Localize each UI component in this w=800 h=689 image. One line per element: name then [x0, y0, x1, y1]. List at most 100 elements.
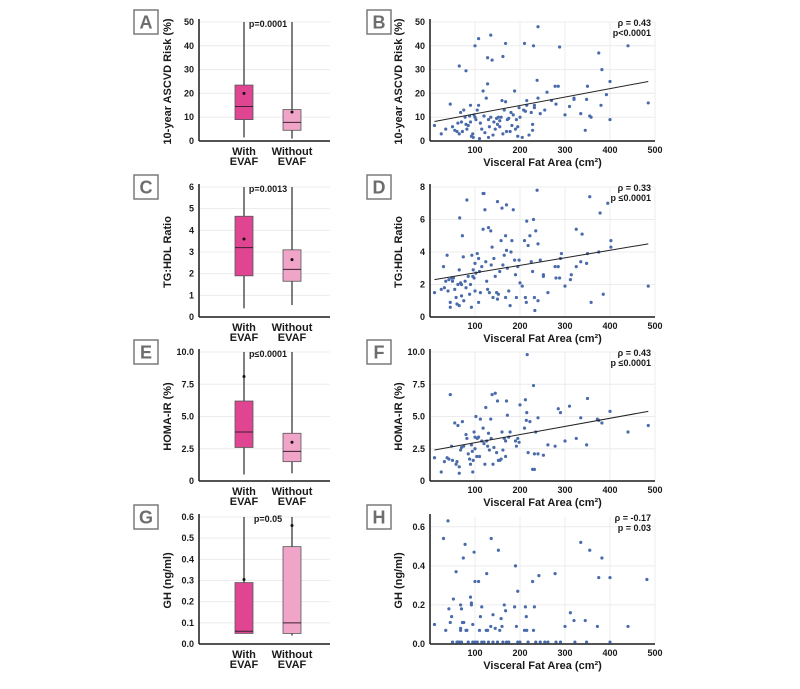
data-point: [457, 132, 461, 136]
data-point: [532, 467, 537, 471]
data-point: [531, 628, 536, 632]
x-category-label: EVAF: [230, 496, 259, 508]
panel-g: G0.00.10.20.30.40.50.6GH (ng/ml)WithEVAF…: [133, 504, 330, 671]
mean-marker: [290, 110, 294, 114]
data-point: [589, 300, 593, 304]
data-point: [554, 102, 558, 106]
data-point: [534, 640, 538, 644]
trend-line: [434, 410, 649, 451]
x-category-label: Without: [272, 486, 313, 498]
data-point: [507, 289, 511, 293]
data-point: [504, 41, 508, 46]
y-tick-label: 4: [420, 247, 425, 257]
data-point: [504, 295, 508, 300]
data-point: [583, 128, 587, 132]
data-point: [572, 96, 576, 100]
data-point: [489, 33, 493, 37]
data-point: [473, 447, 477, 451]
data-point: [608, 575, 612, 580]
data-point: [475, 454, 479, 459]
data-point: [525, 628, 529, 632]
data-point: [448, 305, 452, 309]
data-point: [532, 452, 537, 456]
data-point: [477, 256, 481, 261]
correlation-annotation: p = 0.03: [618, 523, 651, 533]
data-point: [626, 44, 630, 48]
data-point: [579, 416, 583, 420]
y-tick-label: 0: [420, 312, 425, 322]
data-point: [462, 108, 466, 112]
y-tick-label: 0.2: [412, 600, 425, 610]
data-point: [471, 135, 475, 140]
p-value-annotation: p=0.0013: [249, 184, 287, 194]
data-point: [509, 110, 513, 115]
data-point: [545, 90, 549, 94]
data-point: [535, 188, 539, 192]
data-point: [471, 132, 475, 136]
data-point: [516, 436, 520, 441]
data-point: [568, 278, 573, 282]
data-point: [518, 403, 522, 407]
data-point: [441, 265, 446, 269]
data-point: [583, 618, 587, 623]
data-point: [608, 640, 612, 644]
data-point: [513, 439, 518, 443]
data-point: [501, 263, 505, 267]
data-point: [538, 640, 542, 644]
trend-line: [434, 243, 649, 281]
data-point: [526, 243, 530, 248]
data-point: [543, 640, 547, 644]
data-point: [495, 640, 500, 644]
correlation-annotation: ρ = 0.33: [618, 183, 651, 193]
data-point: [450, 125, 455, 129]
data-point: [504, 234, 508, 238]
data-point: [477, 628, 482, 632]
data-point: [441, 536, 446, 541]
data-point: [486, 640, 491, 644]
data-point: [447, 278, 451, 282]
data-point: [563, 284, 567, 288]
data-point: [504, 454, 508, 459]
x-category-label: Without: [272, 146, 313, 158]
data-point: [526, 451, 530, 455]
data-point: [573, 640, 577, 644]
data-point: [513, 605, 517, 609]
data-point: [588, 548, 592, 552]
data-point: [572, 618, 576, 623]
y-tick-label: 10.0: [176, 347, 194, 357]
correlation-annotation: ρ = -0.17: [615, 513, 651, 523]
data-point: [442, 460, 446, 464]
data-point: [462, 299, 466, 303]
x-axis-label: Visceral Fat Area (cm²): [483, 333, 602, 345]
panel-label-box: [133, 174, 159, 200]
data-point: [502, 253, 506, 257]
y-axis-label: GH (ng/ml): [162, 552, 174, 609]
mean-marker: [242, 91, 246, 95]
data-point: [480, 640, 484, 644]
x-tick-label: 300: [557, 485, 572, 495]
data-point: [532, 295, 537, 300]
data-point: [532, 103, 537, 107]
data-point: [486, 628, 490, 632]
data-point: [460, 129, 464, 134]
mean-marker: [242, 237, 246, 241]
data-point: [492, 256, 496, 261]
data-point: [553, 444, 557, 448]
data-point: [455, 129, 459, 134]
data-point: [541, 274, 546, 278]
data-point: [516, 134, 520, 138]
data-point: [473, 261, 477, 265]
p-value-annotation: p=0.05: [254, 514, 282, 524]
data-point: [522, 239, 527, 243]
data-point: [511, 113, 515, 117]
data-point: [501, 640, 505, 644]
data-point: [522, 426, 527, 430]
data-point: [495, 122, 500, 126]
data-point: [514, 444, 519, 448]
data-point: [477, 454, 482, 459]
data-point: [528, 420, 532, 424]
data-point: [513, 564, 518, 568]
data-point: [585, 443, 589, 447]
